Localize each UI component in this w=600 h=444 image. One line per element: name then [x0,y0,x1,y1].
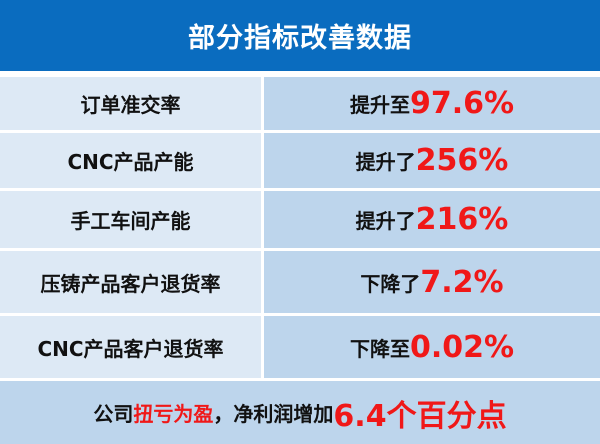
change-value: 0.02% [409,329,515,365]
metric-label: CNC产品客户退货率 [0,316,261,378]
table-row: CNC产品产能 提升了 256% [0,133,600,188]
metric-value: 下降至 0.02% [264,316,600,378]
change-value: 7.2% [420,264,504,300]
footer-text: 公司 [93,402,134,426]
table-row: 手工车间产能 提升了 216% [0,191,600,248]
metric-value: 下降了 7.2% [264,251,600,313]
footer-value: 6.4个百分点 [333,398,507,434]
change-prefix: 下降至 [349,336,410,361]
change-prefix: 提升至 [349,93,410,117]
metric-label: CNC产品产能 [0,133,261,188]
table-row: 压铸产品客户退货率 下降了 7.2% [0,251,600,313]
metric-label: 手工车间产能 [0,191,261,248]
change-value: 256% [415,143,509,178]
footer-text: ，净利润增加 [213,402,334,426]
summary-footer: 公司 扭亏为盈 ，净利润增加 6.4个百分点 [0,381,600,444]
metric-value: 提升了 216% [264,191,600,248]
metric-value: 提升至 97.6% [264,77,600,130]
metric-label: 订单准交率 [0,77,261,130]
footer-highlight: 扭亏为盈 [133,402,214,426]
metric-value: 提升了 256% [264,133,600,188]
table-title: 部分指标改善数据 [0,0,600,71]
change-value: 97.6% [409,86,515,121]
metric-label: 压铸产品客户退货率 [0,251,261,313]
change-prefix: 提升了 [355,209,416,233]
change-prefix: 下降了 [360,271,421,296]
change-value: 216% [415,202,509,237]
table-row: 订单准交率 提升至 97.6% [0,77,600,130]
change-prefix: 提升了 [355,150,416,174]
table-row: CNC产品客户退货率 下降至 0.02% [0,316,600,378]
